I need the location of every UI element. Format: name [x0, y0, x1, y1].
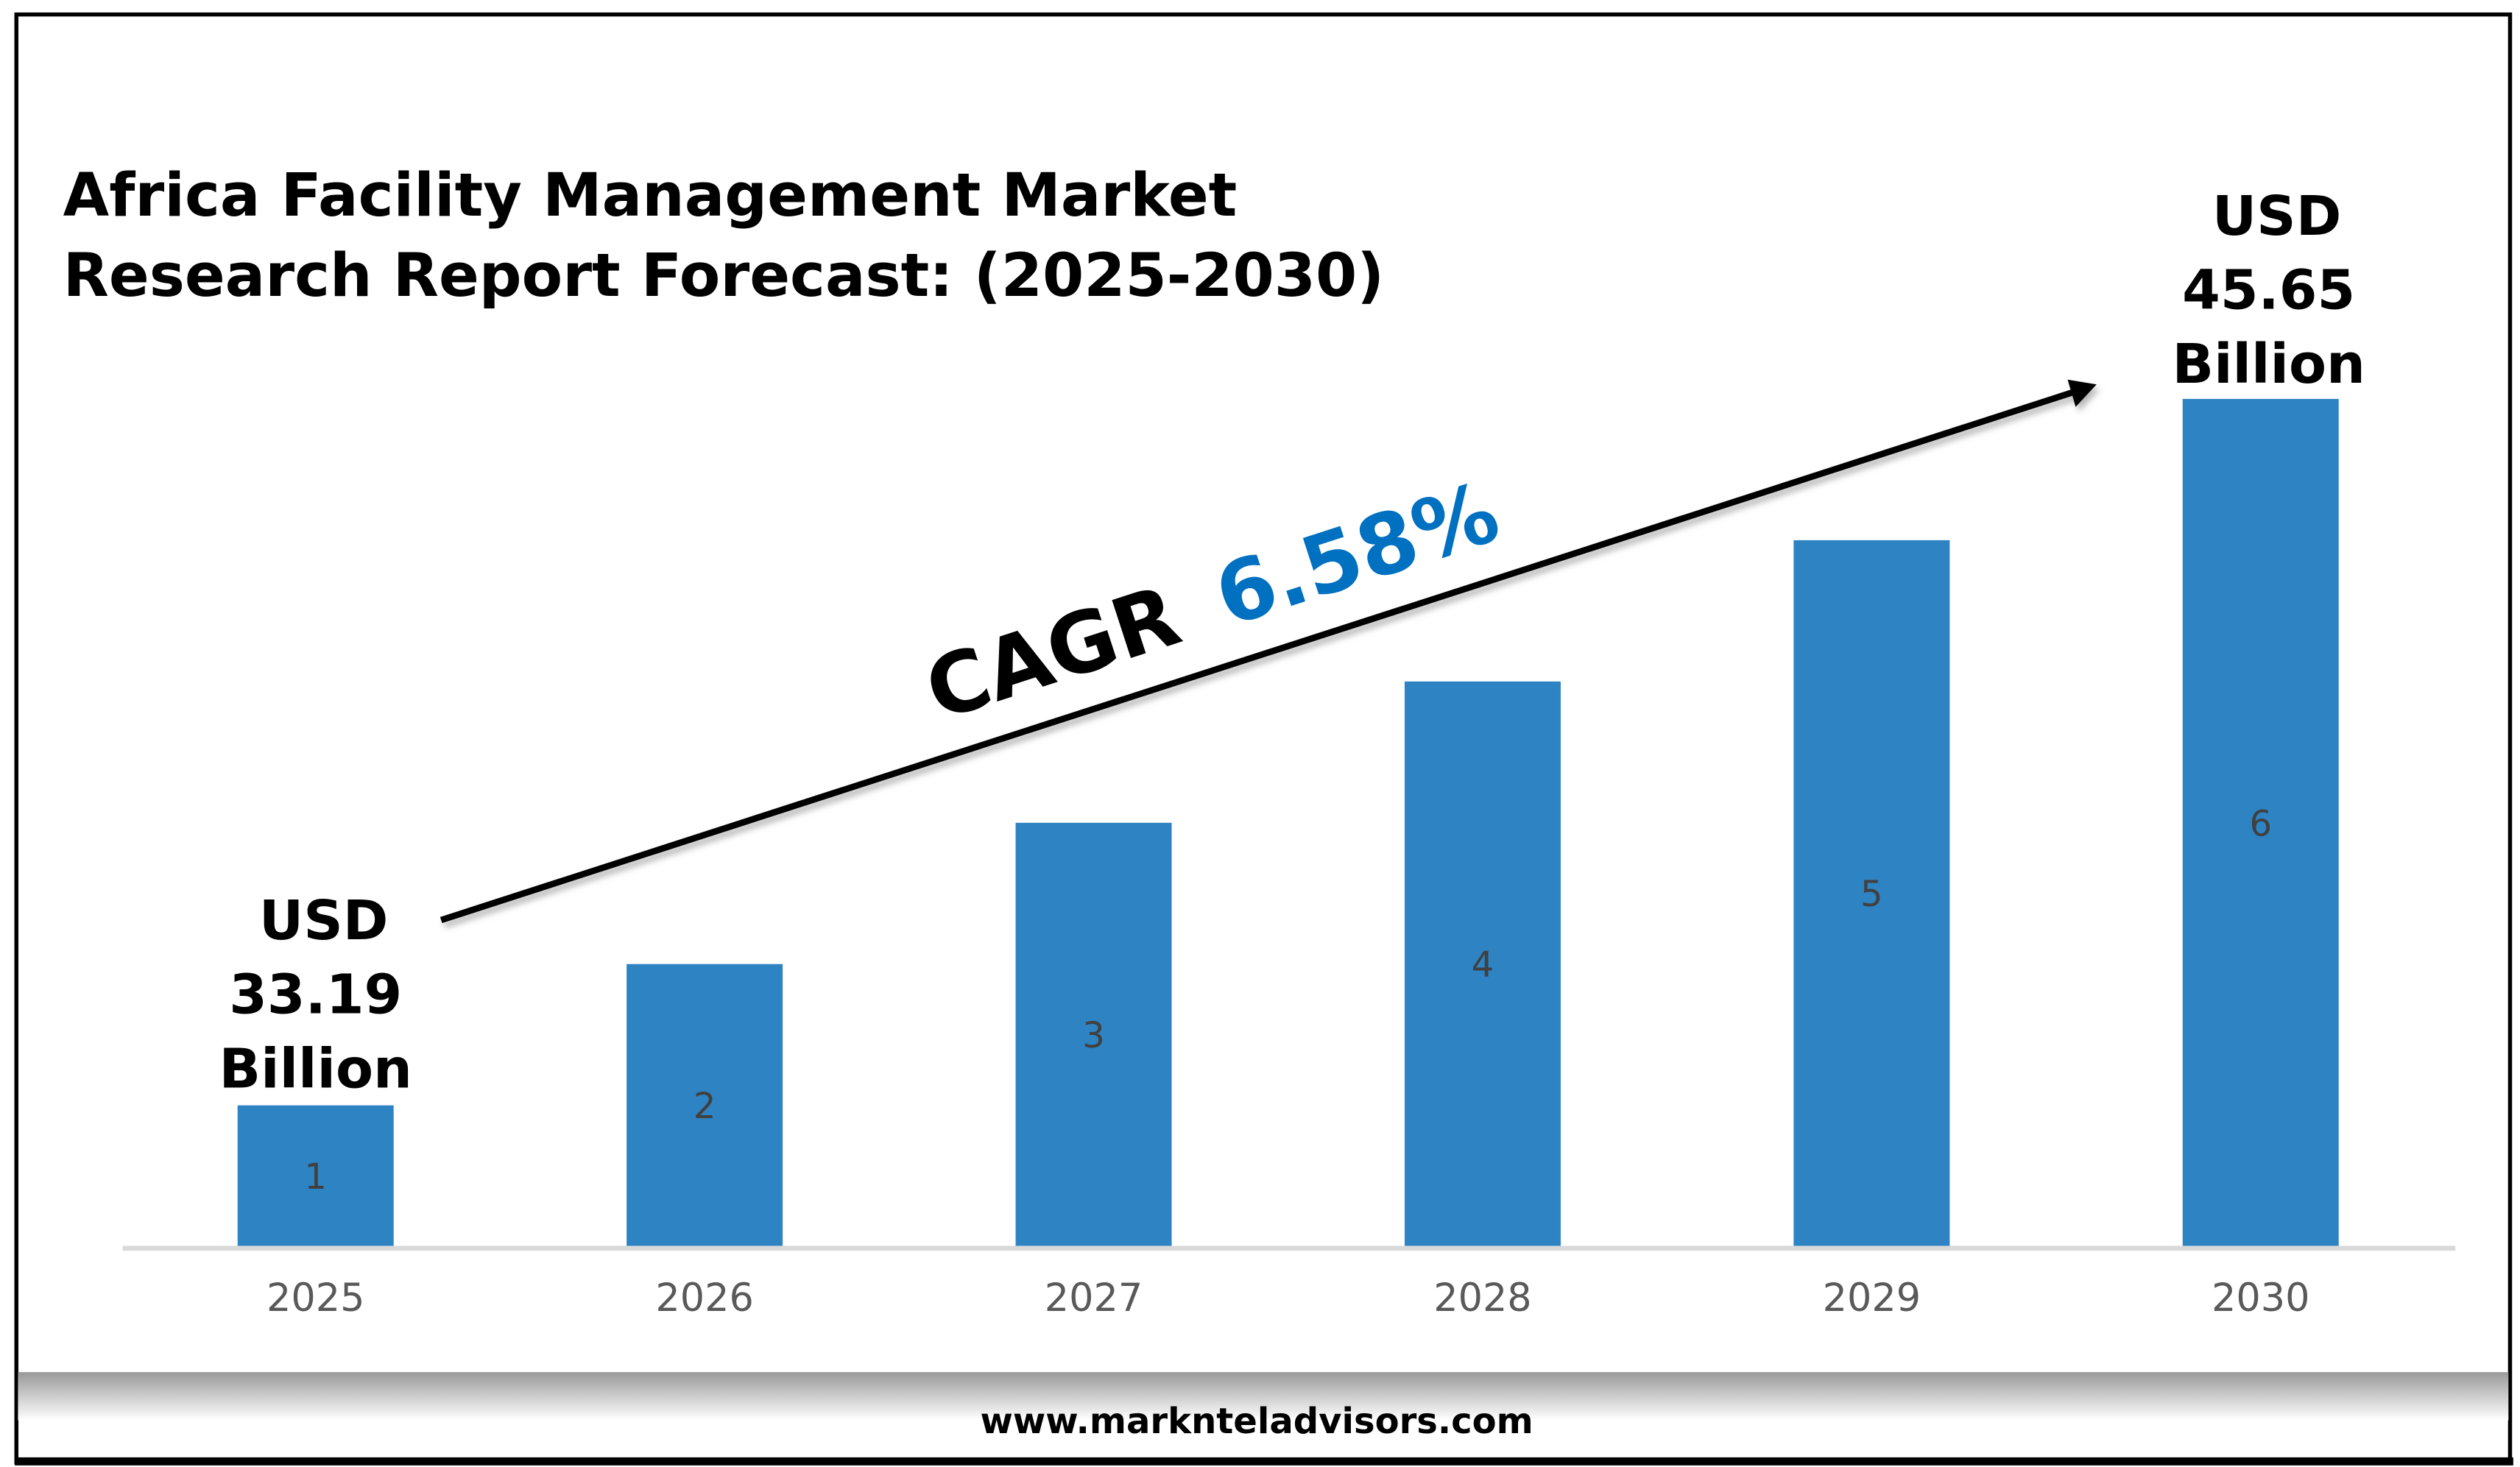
- bar-data-label: 2: [693, 1086, 716, 1127]
- chart-title-line-1: Africa Facility Management Market: [63, 161, 1238, 230]
- bar-data-label: 5: [1860, 874, 1883, 915]
- frame-border: [14, 12, 2513, 1465]
- footer-shadow-band: [18, 1372, 2509, 1421]
- bar-2030: [2182, 398, 2339, 1247]
- bar-2027: [1015, 822, 1172, 1247]
- x-tick-label: 2029: [1823, 1276, 1921, 1321]
- chart-title-line-2: Research Report Forecast: (2025-2030): [63, 241, 1385, 311]
- end-value-label: USD 45.65 Billion: [2172, 184, 2365, 396]
- x-tick-label: 2025: [267, 1276, 364, 1321]
- bar-2029: [1793, 540, 1950, 1247]
- end-value: 45.65: [2182, 258, 2355, 322]
- bar-data-label: 4: [1472, 944, 1494, 986]
- x-tick-labels: 2025 2026 2027 2028 2029 2030: [267, 1276, 2309, 1321]
- x-tick-label: 2027: [1045, 1276, 1143, 1321]
- start-value: 33.19: [229, 963, 402, 1027]
- bar-data-label: 1: [304, 1156, 327, 1198]
- footer-website: www.marknteladvisors.com: [980, 1401, 1533, 1442]
- bar-2026: [627, 964, 783, 1247]
- x-tick-label: 2028: [1433, 1276, 1531, 1321]
- bar-2025: [237, 1105, 394, 1247]
- end-unit: Billion: [2172, 332, 2365, 396]
- bars: 1 2 3 4 5 6: [237, 398, 2339, 1247]
- start-value-label: USD 33.19 Billion: [219, 888, 412, 1100]
- end-usd: USD: [2212, 184, 2342, 248]
- frame-bottom-edge: [15, 1457, 2513, 1466]
- bar-data-label: 3: [1082, 1015, 1105, 1056]
- start-unit: Billion: [219, 1036, 412, 1100]
- growth-arrow: [440, 379, 2097, 924]
- x-tick-label: 2030: [2212, 1276, 2309, 1321]
- bar-data-label: 6: [2249, 803, 2272, 844]
- start-usd: USD: [259, 888, 389, 952]
- bar-2028: [1404, 681, 1561, 1247]
- x-tick-label: 2026: [655, 1276, 753, 1321]
